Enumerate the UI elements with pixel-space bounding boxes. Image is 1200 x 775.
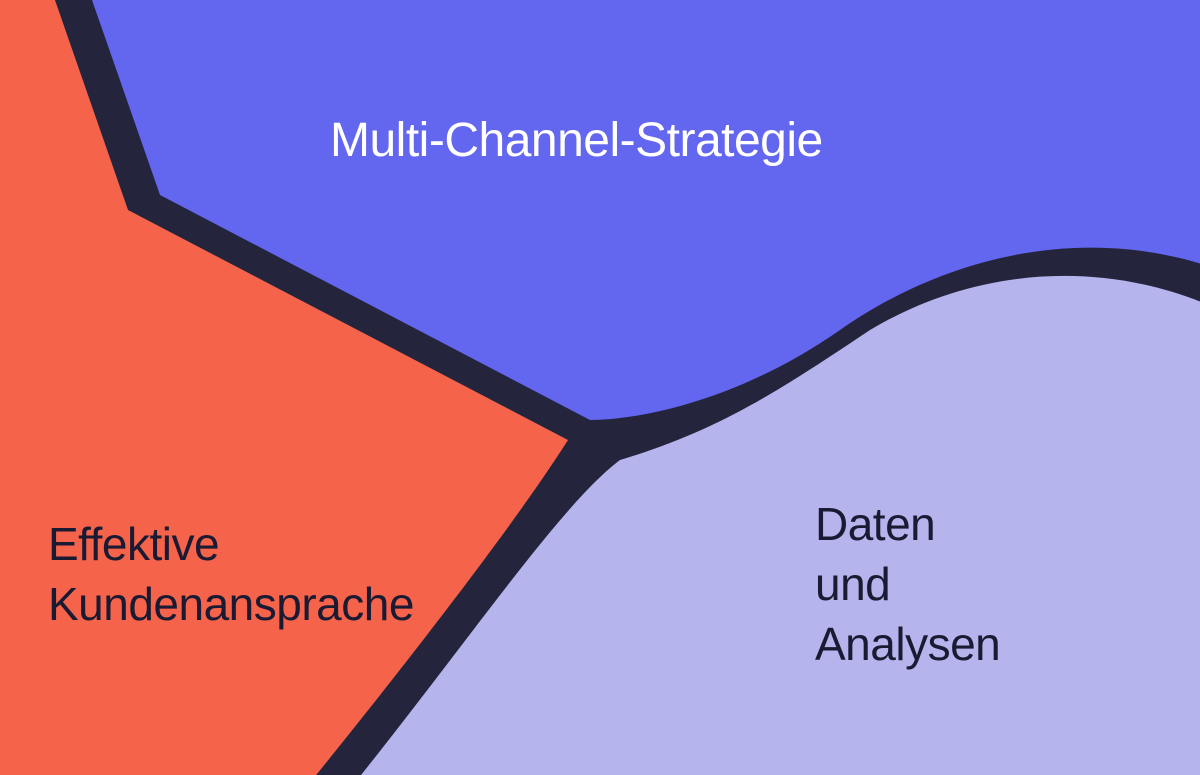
infographic-canvas: Multi-Channel-Strategie Effektive Kunden… [0, 0, 1200, 775]
region-right-label: Daten und Analysen [815, 495, 1000, 674]
region-left-label: Effektive Kundenansprache [48, 515, 414, 635]
region-top-label: Multi-Channel-Strategie [330, 110, 823, 172]
